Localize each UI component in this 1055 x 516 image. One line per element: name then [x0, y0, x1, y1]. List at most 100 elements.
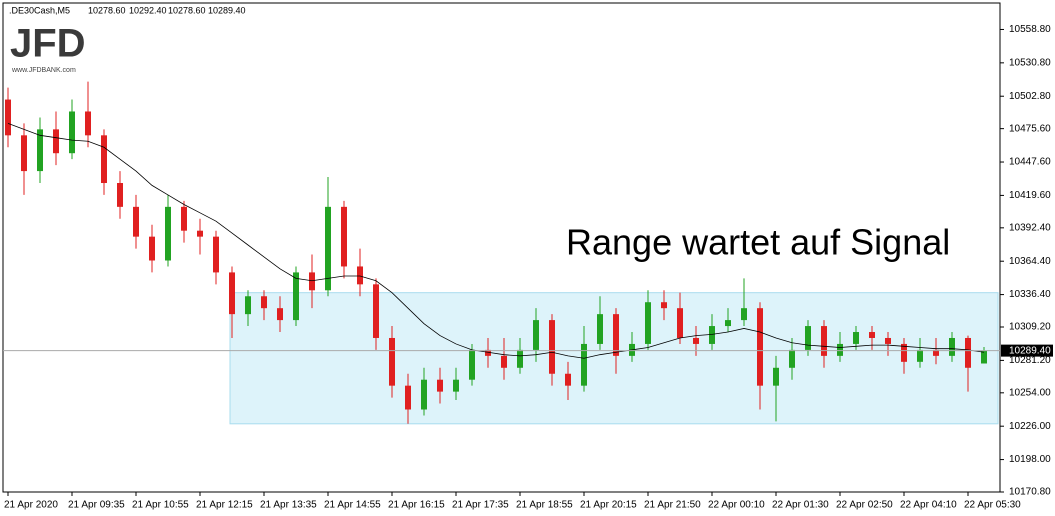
x-tick-label: 21 Apr 17:35	[452, 500, 509, 511]
x-tick-label: 21 Apr 21:50	[644, 500, 701, 511]
candle-body	[37, 129, 43, 172]
candle-body	[677, 308, 683, 338]
candle-body	[757, 308, 763, 386]
candle-body	[469, 349, 475, 380]
x-tick-label: 21 Apr 20:15	[580, 500, 637, 511]
candle-body	[341, 206, 347, 267]
logo: JFD	[10, 22, 86, 66]
candle-body	[725, 320, 731, 327]
x-tick-label: 21 Apr 09:35	[68, 500, 125, 511]
candle-body	[789, 349, 795, 368]
candle-body	[709, 326, 715, 344]
x-tick-label: 22 Apr 05:30	[964, 500, 1021, 511]
candle-body	[261, 296, 267, 309]
candle-body	[149, 236, 155, 261]
candle-body	[565, 373, 571, 386]
y-tick-label: 10502.80	[1009, 91, 1051, 102]
candle-body	[549, 320, 555, 374]
range-band	[229, 292, 999, 425]
candle-body	[693, 337, 699, 344]
x-tick-label: 21 Apr 13:35	[260, 500, 317, 511]
y-tick-label: 10309.20	[1009, 322, 1051, 333]
candle-body	[325, 206, 331, 291]
candle-body	[837, 343, 843, 356]
x-tick-label: 22 Apr 02:50	[836, 500, 893, 511]
moving-average	[7, 123, 985, 359]
candle-body	[933, 349, 939, 356]
x-tick-label: 21 Apr 18:55	[516, 500, 573, 511]
candle-body	[885, 337, 891, 344]
symbol: .DE30Cash,M5	[9, 5, 70, 15]
x-tick-label: 21 Apr 12:15	[196, 500, 253, 511]
candle-body	[741, 308, 747, 321]
candle-body	[917, 349, 923, 362]
header-open: 10278.60	[88, 5, 126, 15]
candle-body	[245, 296, 251, 315]
y-tick-label: 10392.40	[1009, 222, 1051, 233]
x-tick-label: 21 Apr 14:55	[324, 500, 381, 511]
price-label: 10289.40	[1009, 345, 1051, 356]
logo-url: www.JFDBANK.com	[11, 67, 76, 74]
candle-body	[101, 135, 107, 184]
price-box	[1001, 344, 1053, 357]
x-tick-label: 21 Apr 16:15	[388, 500, 445, 511]
y-tick-label: 10254.00	[1009, 387, 1051, 398]
candle-body	[373, 284, 379, 338]
candle-body	[805, 326, 811, 350]
y-tick-label: 10198.00	[1009, 454, 1051, 465]
candle-body	[21, 135, 27, 172]
x-tick-label: 21 Apr 2020	[4, 500, 58, 511]
candle-body	[389, 337, 395, 386]
candle-body	[133, 206, 139, 237]
candle-body	[421, 379, 427, 410]
candle-body	[597, 314, 603, 344]
candle-body	[357, 266, 363, 285]
candle-body	[869, 332, 875, 338]
candle-body	[197, 230, 203, 237]
candle-body	[949, 337, 955, 356]
y-tick-label: 10336.40	[1009, 289, 1051, 300]
candle-body	[517, 349, 523, 368]
candle-body	[181, 206, 187, 231]
candle-body	[5, 99, 11, 136]
candle-body	[165, 206, 171, 261]
x-tick-label: 22 Apr 01:30	[772, 500, 829, 511]
y-tick-label: 10281.20	[1009, 355, 1051, 366]
candle-body	[437, 379, 443, 392]
candle-body	[645, 302, 651, 344]
candle-body	[293, 272, 299, 321]
x-tick-label: 22 Apr 00:10	[708, 500, 765, 511]
candle-body	[213, 236, 219, 273]
y-tick-label: 10170.80	[1009, 487, 1051, 498]
candle-body	[501, 355, 507, 368]
candle-body	[581, 343, 587, 386]
candle-body	[661, 302, 667, 309]
candle-body	[981, 350, 987, 364]
candle-body	[533, 320, 539, 350]
x-tick-label: 21 Apr 10:55	[132, 500, 189, 511]
header-low: 10278.60	[168, 5, 206, 15]
y-tick-label: 10558.80	[1009, 24, 1051, 35]
y-tick-label: 10475.60	[1009, 123, 1051, 134]
x-tick-label: 22 Apr 04:10	[900, 500, 957, 511]
annotation: Range wartet auf Signal	[566, 222, 950, 263]
candle-body	[821, 326, 827, 356]
candle-body	[53, 129, 59, 154]
y-tick-label: 10364.40	[1009, 256, 1051, 267]
candle-body	[69, 111, 75, 154]
y-tick-label: 10447.60	[1009, 157, 1051, 168]
y-tick-label: 10530.80	[1009, 57, 1051, 68]
header-close: 10289.40	[208, 5, 246, 15]
candle-body	[485, 349, 491, 356]
candle-body	[453, 379, 459, 392]
candle-body	[613, 314, 619, 356]
candle-body	[117, 183, 123, 207]
candle-body	[405, 385, 411, 410]
y-tick-label: 10419.60	[1009, 190, 1051, 201]
header-high: 10292.40	[129, 5, 167, 15]
y-tick-label: 10226.00	[1009, 421, 1051, 432]
candle-body	[229, 272, 235, 315]
candle-body	[277, 308, 283, 321]
candle-body	[853, 332, 859, 344]
